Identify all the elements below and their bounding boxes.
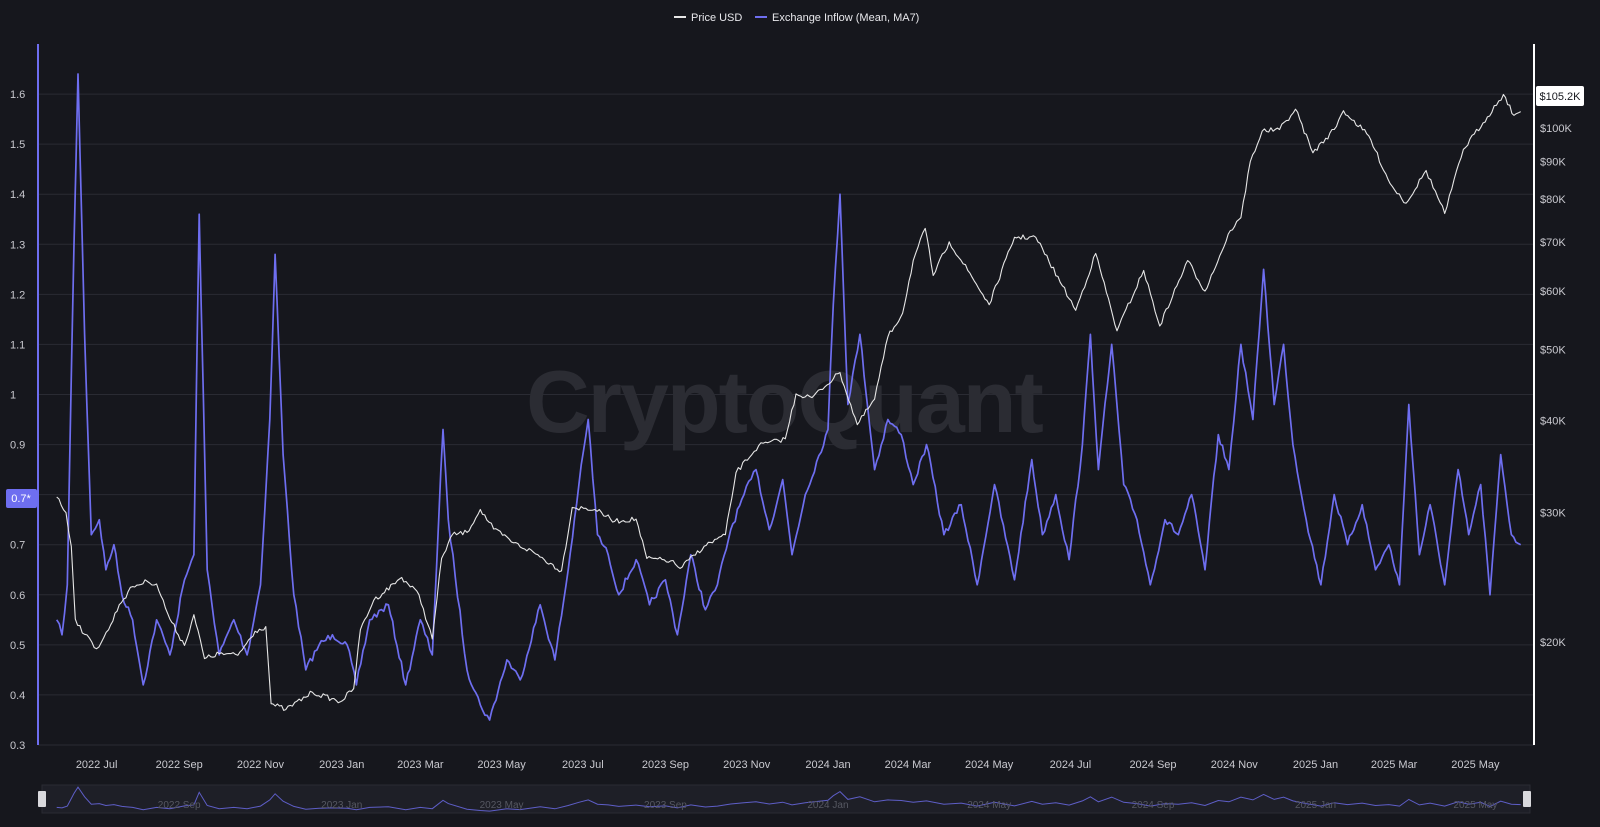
x-tick-label: 2024 May xyxy=(965,759,1014,771)
right-tick-label: $80K xyxy=(1540,194,1566,206)
x-tick-label: 2024 Mar xyxy=(885,759,932,771)
range-navigator[interactable]: 2022 Sep 2023 Jan 2023 May 2023 Sep 2024 Jan… xyxy=(38,784,1531,814)
left-tick-label: 1.1 xyxy=(10,339,25,351)
x-tick-label: 2023 Jan xyxy=(319,759,364,771)
watermark: CryptoQuant xyxy=(526,352,1043,451)
x-tick-label: 2025 Jan xyxy=(1293,759,1338,771)
left-tick-label: 1.5 xyxy=(10,139,25,151)
x-tick-label: 2025 May xyxy=(1451,759,1500,771)
legend-item-inflow[interactable]: Exchange Inflow (Mean, MA7) xyxy=(755,12,919,24)
navigator-preview: 2022 Sep 2023 Jan 2023 May 2023 Sep 2024 Jan… xyxy=(56,786,1521,812)
x-tick-label: 2025 Mar xyxy=(1371,759,1418,771)
navigator-label: 2024 Jan xyxy=(807,800,848,811)
navigator-label: 2023 Jan xyxy=(321,800,362,811)
legend-label-price: Price USD xyxy=(691,12,742,24)
price-badge-label: $105.2K xyxy=(1540,91,1582,103)
x-tick-label: 2023 Jul xyxy=(562,759,604,771)
x-tick-label: 2023 Nov xyxy=(723,759,771,771)
navigator-series-line xyxy=(56,786,1521,812)
price-current-badge: $105.2K xyxy=(1536,86,1584,106)
x-tick-label: 2024 Jul xyxy=(1050,759,1092,771)
x-tick-label: 2022 Jul xyxy=(76,759,118,771)
navigator-left-handle[interactable] xyxy=(38,791,46,807)
navigator-label: 2023 May xyxy=(480,800,524,811)
left-tick-label: 0.9 xyxy=(10,440,25,452)
navigator-label: 2023 Sep xyxy=(644,800,687,811)
right-tick-label: $40K xyxy=(1540,416,1566,428)
navigator-label: 2025 Jan xyxy=(1295,800,1336,811)
grid-lines xyxy=(38,93,1534,746)
navigator-right-handle[interactable] xyxy=(1523,791,1531,807)
navigator-label: 2024 Sep xyxy=(1132,800,1175,811)
right-tick-label: $90K xyxy=(1540,157,1566,169)
x-tick-label: 2022 Nov xyxy=(237,759,285,771)
price-badge-bg xyxy=(1536,86,1584,106)
right-tick-label: $60K xyxy=(1540,286,1566,298)
inflow-badge-bg xyxy=(6,489,37,508)
left-tick-label: 1.3 xyxy=(10,239,25,251)
legend[interactable]: Price USD Exchange Inflow (Mean, MA7) xyxy=(674,12,919,24)
series-layer xyxy=(55,73,1522,721)
navigator-label: 2025 May xyxy=(1453,800,1497,811)
series-line-exchange-inflow[interactable] xyxy=(55,73,1522,721)
x-tick-label: 2024 Jan xyxy=(805,759,850,771)
left-tick-label: 0.4 xyxy=(10,690,25,702)
left-tick-label: 0.7 xyxy=(10,540,25,552)
right-tick-label: $20K xyxy=(1540,637,1566,649)
navigator-label: 2024 May xyxy=(967,800,1011,811)
right-tick-label: $50K xyxy=(1540,344,1566,356)
x-tick-label: 2023 Mar xyxy=(397,759,444,771)
legend-label-inflow: Exchange Inflow (Mean, MA7) xyxy=(772,12,919,24)
x-axis-ticks: 2022 Jul 2022 Sep 2022 Nov 2023 Jan 2023 Mar… xyxy=(76,759,1500,771)
inflow-badge-label: 0.7* xyxy=(11,493,31,505)
right-axis-ticks: $20K $30K $40K $50K $60K $70K $80K $90K $100K xyxy=(1540,123,1572,649)
left-tick-label: 1 xyxy=(10,390,16,402)
x-tick-label: 2023 Sep xyxy=(642,759,689,771)
legend-item-price[interactable]: Price USD xyxy=(674,12,742,24)
left-tick-label: 1.4 xyxy=(10,189,25,201)
x-tick-label: 2024 Nov xyxy=(1211,759,1259,771)
left-tick-label: 0.5 xyxy=(10,640,25,652)
right-tick-label: $70K xyxy=(1540,237,1566,249)
series-line-price-usd[interactable] xyxy=(56,93,1521,711)
left-tick-label: 1.6 xyxy=(10,89,25,101)
x-tick-label: 2023 May xyxy=(477,759,526,771)
inflow-current-badge: 0.7* xyxy=(6,489,37,508)
left-tick-label: 0.3 xyxy=(10,740,25,752)
navigator-label: 2022 Sep xyxy=(158,800,201,811)
x-tick-label: 2024 Sep xyxy=(1129,759,1176,771)
left-tick-label: 1.2 xyxy=(10,289,25,301)
right-tick-label: $100K xyxy=(1540,123,1572,135)
left-tick-label: 0.6 xyxy=(10,590,25,602)
x-tick-label: 2022 Sep xyxy=(156,759,203,771)
right-tick-label: $30K xyxy=(1540,508,1566,520)
